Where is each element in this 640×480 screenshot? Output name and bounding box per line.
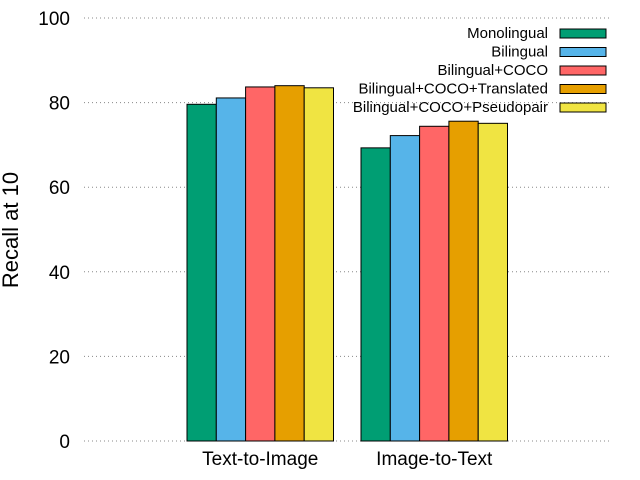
- legend-label: Bilingual+COCO+Pseudopair: [353, 99, 548, 116]
- legend-swatch: [559, 28, 607, 39]
- legend-label: Bilingual: [491, 44, 548, 61]
- x-axis: Text-to-Image Image-to-Text: [202, 449, 493, 470]
- bar-bilingual-coco-1: [419, 125, 450, 442]
- bar-monolingual-0: [186, 103, 217, 442]
- bars: [186, 85, 509, 442]
- y-tick-label: 60: [49, 178, 70, 199]
- legend-swatch: [559, 65, 607, 76]
- legend-label: Monolingual: [467, 25, 548, 42]
- bar-bilingual-coco-translated-1: [448, 120, 479, 442]
- bar-bilingual-coco-pseudopair-0: [303, 87, 335, 442]
- y-tick-label: 0: [59, 432, 70, 453]
- legend-swatch: [559, 84, 607, 94]
- x-category-label: Text-to-Image: [202, 449, 318, 470]
- bar-bilingual-1: [389, 135, 421, 442]
- y-tick-label: 40: [49, 263, 70, 284]
- bar-monolingual-1: [360, 147, 391, 442]
- legend-swatch: [559, 102, 607, 113]
- y-tick-label: 100: [38, 9, 70, 30]
- y-axis-title: Recall at 10: [0, 172, 23, 288]
- y-axis: 0 20 40 60 80 100: [38, 9, 70, 453]
- legend-swatch: [559, 47, 607, 57]
- bar-bilingual-coco-0: [245, 86, 276, 442]
- bar-bilingual-0: [215, 97, 247, 442]
- legend-label: Bilingual+COCO+Translated: [358, 81, 548, 98]
- bar-bilingual-coco-translated-0: [274, 85, 305, 442]
- y-tick-label: 20: [49, 347, 70, 368]
- gridlines: [84, 17, 612, 442]
- x-category-label: Image-to-Text: [376, 449, 493, 470]
- y-tick-label: 80: [49, 94, 70, 115]
- bar-bilingual-coco-pseudopair-1: [477, 122, 509, 442]
- legend-label: Bilingual+COCO: [438, 62, 548, 79]
